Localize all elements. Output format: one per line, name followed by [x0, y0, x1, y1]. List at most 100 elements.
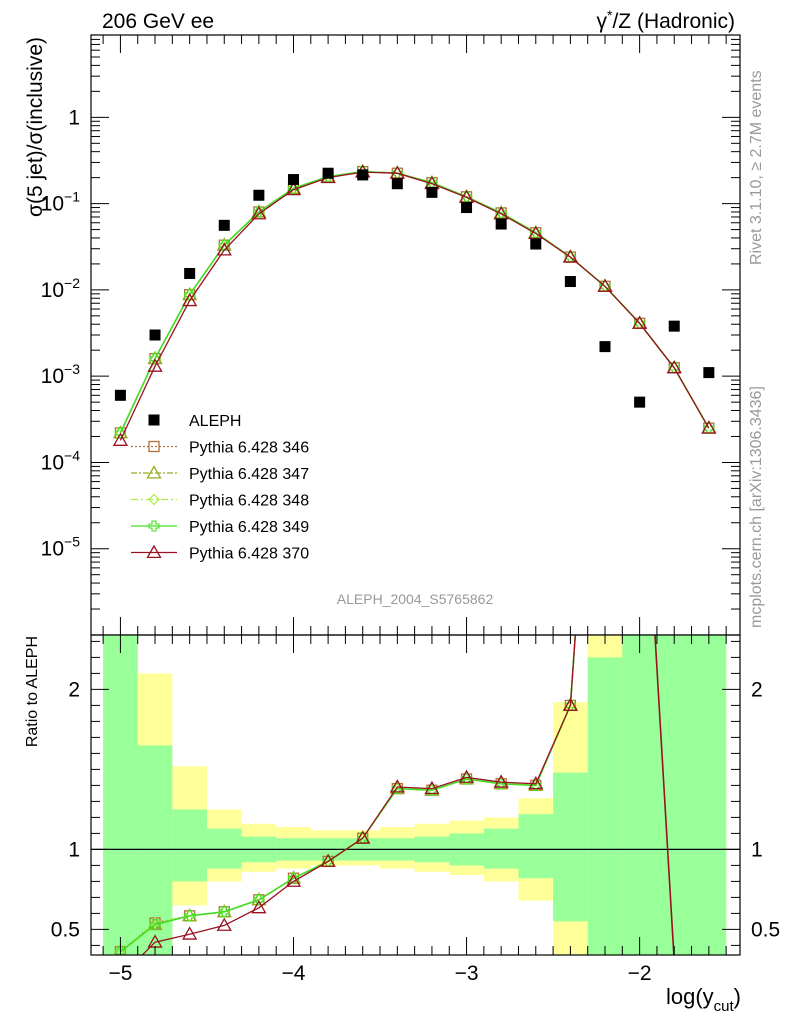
legend-entry: Pythia 6.428 348: [131, 493, 309, 510]
aleph-data-point: [634, 396, 646, 408]
legend: ALEPH Pythia 6.428 346 Pythia 6.428 347 Pyt…: [131, 413, 309, 563]
main-y-tick-label: 10−1: [41, 189, 81, 216]
main-y-tick-label: 10−3: [41, 361, 81, 388]
ratio-y-tick-label-left: 0.5: [51, 918, 80, 941]
ratio-point: [114, 946, 126, 955]
ratio-y-tick-labels: 0.5 0.5 1 1 2 2: [51, 678, 780, 941]
series-point: [184, 289, 196, 301]
aleph-data-point: [495, 218, 507, 230]
main-y-axis-title: σ(5 jet)/σ(inclusive): [24, 37, 47, 217]
ratio-point: [251, 899, 267, 914]
aleph-data-point: [218, 219, 230, 231]
ratio-y-axis-title: Ratio to ALEPH: [24, 636, 41, 747]
x-tick-label: −4: [282, 962, 306, 985]
series-point: [216, 242, 232, 256]
legend-marker: [148, 520, 160, 532]
legend-label: Pythia 6.428 370: [189, 546, 309, 563]
header-right-label: γ*/Z (Hadronic): [597, 7, 735, 33]
legend-entry: Pythia 6.428 370: [131, 544, 309, 563]
aleph-data-point: [253, 189, 265, 201]
legend-label: Pythia 6.428 348: [189, 493, 309, 510]
legend-label: Pythia 6.428 349: [189, 519, 309, 536]
legend-label: Pythia 6.428 346: [189, 440, 309, 457]
ratio-point: [320, 853, 336, 867]
series-point: [285, 181, 302, 196]
analysis-tag-label: ALEPH_2004_S5765862: [337, 591, 494, 607]
series-point: [528, 225, 544, 240]
series-point: [666, 359, 682, 374]
x-tick-label: −5: [108, 962, 132, 985]
ratio-point: [114, 943, 127, 955]
main-data-layer: [112, 163, 717, 446]
ratio-frame: [90, 634, 741, 956]
ratio-point: [389, 779, 405, 793]
ratio-point: [149, 917, 161, 929]
header-left-label: 206 GeV ee: [102, 10, 214, 33]
ratio-axis-ticks: [91, 635, 740, 955]
ratio-green-band: [622, 635, 727, 955]
series-point: [218, 239, 230, 251]
main-y-tick-label: 10−2: [41, 275, 81, 302]
legend-entry: Pythia 6.428 346: [131, 440, 309, 457]
ratio-point: [355, 830, 371, 844]
ratio-point: [424, 780, 440, 795]
ratio-y-tick-label-right: 1: [751, 838, 763, 861]
ratio-green-band: [483, 828, 519, 869]
series-point: [182, 292, 198, 307]
x-tick-label: −3: [455, 962, 479, 985]
aleph-data-point: [703, 367, 715, 379]
series-point: [147, 358, 163, 372]
x-tick-labels: −5 −4 −3 −2: [108, 962, 651, 985]
ratio-y-tick-label-left: 1: [68, 838, 80, 861]
aleph-data-point: [530, 238, 542, 250]
ratio-point: [528, 775, 544, 790]
series-point: [112, 432, 129, 446]
ratio-point: [562, 697, 579, 711]
main-y-tick-label: 10−4: [41, 447, 81, 474]
x-tick-label: −2: [628, 962, 652, 985]
aleph-data-point: [357, 169, 369, 181]
main-y-tick-label: 10−5: [41, 534, 81, 561]
series-point: [562, 249, 579, 263]
x-axis-title: log(ycut): [666, 984, 741, 1015]
ratio-green-band: [518, 814, 554, 879]
aleph-data-point: [149, 329, 161, 341]
ratio-data-layer: [91, 635, 740, 955]
series-point: [389, 165, 405, 179]
ratio-green-band: [587, 657, 623, 955]
legend-marker: [146, 465, 162, 479]
aleph-data-point: [287, 174, 299, 186]
ratio-point: [287, 872, 300, 884]
ratio-green-band: [103, 635, 138, 955]
aleph-data-point: [599, 341, 611, 353]
ratio-point: [458, 769, 475, 783]
mcplots-label: mcplots.cern.ch [arXiv:1306.3436]: [748, 386, 765, 628]
ratio-y-tick-label-right: 0.5: [751, 918, 780, 941]
aleph-data-point: [114, 389, 126, 401]
ratio-green-band: [553, 772, 588, 922]
ratio-point: [461, 773, 473, 785]
main-y-tick-labels: 10−5 10−4 10−3 10−2 10−1 1: [41, 106, 81, 560]
ratio-line-370-tail: [654, 635, 675, 955]
legend-marker: [148, 440, 160, 453]
ratio-line: [141, 635, 576, 955]
series-point: [597, 278, 613, 292]
legend-entry: Pythia 6.428 347: [131, 465, 309, 483]
aleph-data-point: [668, 320, 680, 332]
aleph-data-point: [184, 267, 196, 279]
aleph-data-point: [322, 167, 334, 179]
legend-marker: [148, 414, 160, 426]
ratio-point: [218, 906, 230, 918]
ratio-point: [182, 926, 198, 940]
legend-marker: [146, 544, 162, 559]
ratio-green-band: [206, 828, 242, 869]
ratio-point: [493, 774, 509, 788]
aleph-data-point: [426, 186, 438, 198]
ratio-point: [285, 873, 302, 887]
ratio-green-band: [172, 809, 207, 882]
ratio-point: [149, 919, 161, 931]
ratio-point: [216, 917, 232, 931]
legend-entry: Pythia 6.428 349: [131, 519, 309, 536]
series-point: [251, 206, 267, 220]
